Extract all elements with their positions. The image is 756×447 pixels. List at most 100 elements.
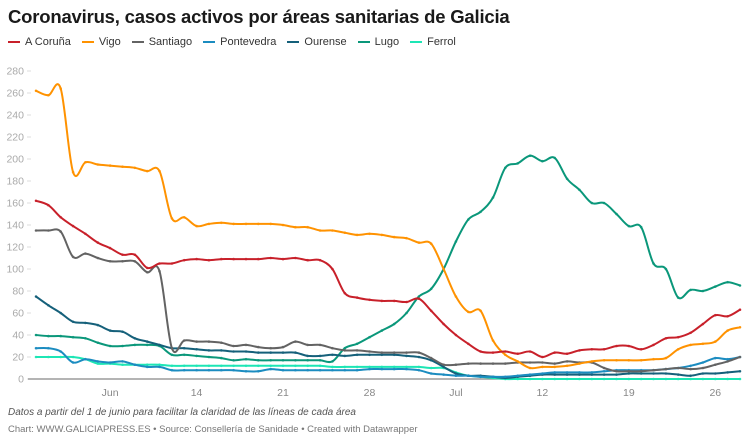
data-point [565,352,569,356]
y-axis: 0 20 40 60 80 100 120 140 160 180 200 220 240 260 280 [6,66,740,386]
data-point [182,353,186,357]
data-point [59,230,62,233]
data-point [405,300,408,304]
line-chart: 0 20 40 60 80 100 120 140 160 180 200 220 240 260 280 … [6,66,742,399]
data-point [652,368,655,372]
data-point [454,363,458,367]
data-point [442,373,445,376]
data-point [516,377,519,381]
data-point [528,366,532,370]
data-point [195,368,198,372]
data-point [182,368,186,372]
data-point [368,350,371,353]
data-point [701,366,705,370]
data-point [306,225,310,229]
legend-swatch [357,41,370,43]
data-point [294,368,297,372]
x-axis: Jun 14 21 28 Jul 12 19 26 [102,387,722,399]
data-point [257,359,260,362]
data-point [318,229,322,232]
data-point [714,340,717,343]
data-point [84,232,87,236]
data-point [429,356,433,360]
data-point [207,340,211,343]
series-line [35,355,741,381]
data-point [34,333,38,337]
y-tick-label: 220 [6,132,24,144]
legend-label: A Coruña [25,36,71,48]
data-point [355,365,359,369]
y-tick-label: 180 [6,176,24,188]
data-point [71,170,75,174]
data-point [380,351,384,354]
data-point [565,177,569,181]
series-line [35,295,741,379]
data-point [417,355,421,359]
legend-item: Vigo [81,36,121,48]
data-point [306,368,310,372]
x-tick-label: 14 [191,387,203,399]
data-point [59,87,62,90]
data-point [368,365,371,369]
chart-title: Coronavirus, casos activos por áreas san… [8,6,510,27]
data-point [701,342,705,346]
data-point [615,344,618,348]
legend-label: Ferrol [427,36,456,48]
series-line [35,154,741,364]
data-point [528,154,532,157]
data-point [281,345,285,349]
data-point [145,363,149,367]
y-tick-label: 0 [18,374,24,386]
data-point [133,166,137,170]
data-point [504,375,507,379]
data-point [590,348,594,351]
data-point [281,364,285,368]
data-point [565,364,569,368]
y-tick-label: 20 [12,352,24,364]
data-point [442,322,445,326]
data-point [429,366,433,370]
data-point [269,256,273,260]
data-point [281,359,285,362]
data-point [108,344,112,348]
data-point [355,342,359,346]
y-tick-label: 160 [6,198,24,210]
data-point [59,350,62,353]
data-point [516,352,519,356]
y-tick-label: 200 [6,154,24,166]
data-point [133,260,137,263]
data-point [689,364,692,368]
data-point [528,361,532,364]
data-point [689,377,692,381]
data-point [405,311,408,315]
data-point [689,288,692,292]
data-point [368,232,371,236]
data-point [34,295,38,298]
data-point [294,225,297,229]
data-point [664,372,668,375]
data-point [145,340,149,343]
data-point [429,242,433,245]
data-point [232,344,235,348]
data-point [368,335,371,339]
data-point [615,373,618,376]
data-point [96,360,100,363]
legend-swatch [287,41,300,43]
data-point [602,373,606,376]
data-point [133,253,137,256]
data-point [355,353,359,357]
data-point [565,377,569,381]
data-point [343,291,347,295]
data-point [355,296,359,299]
data-point [96,362,100,365]
data-point [714,356,717,360]
data-point [145,343,149,347]
data-point [145,271,149,274]
data-point [158,365,161,369]
data-point [108,246,112,250]
data-point [417,365,421,369]
data-point [553,351,556,354]
data-point [738,326,742,329]
data-point [541,159,544,163]
data-point [726,315,729,318]
